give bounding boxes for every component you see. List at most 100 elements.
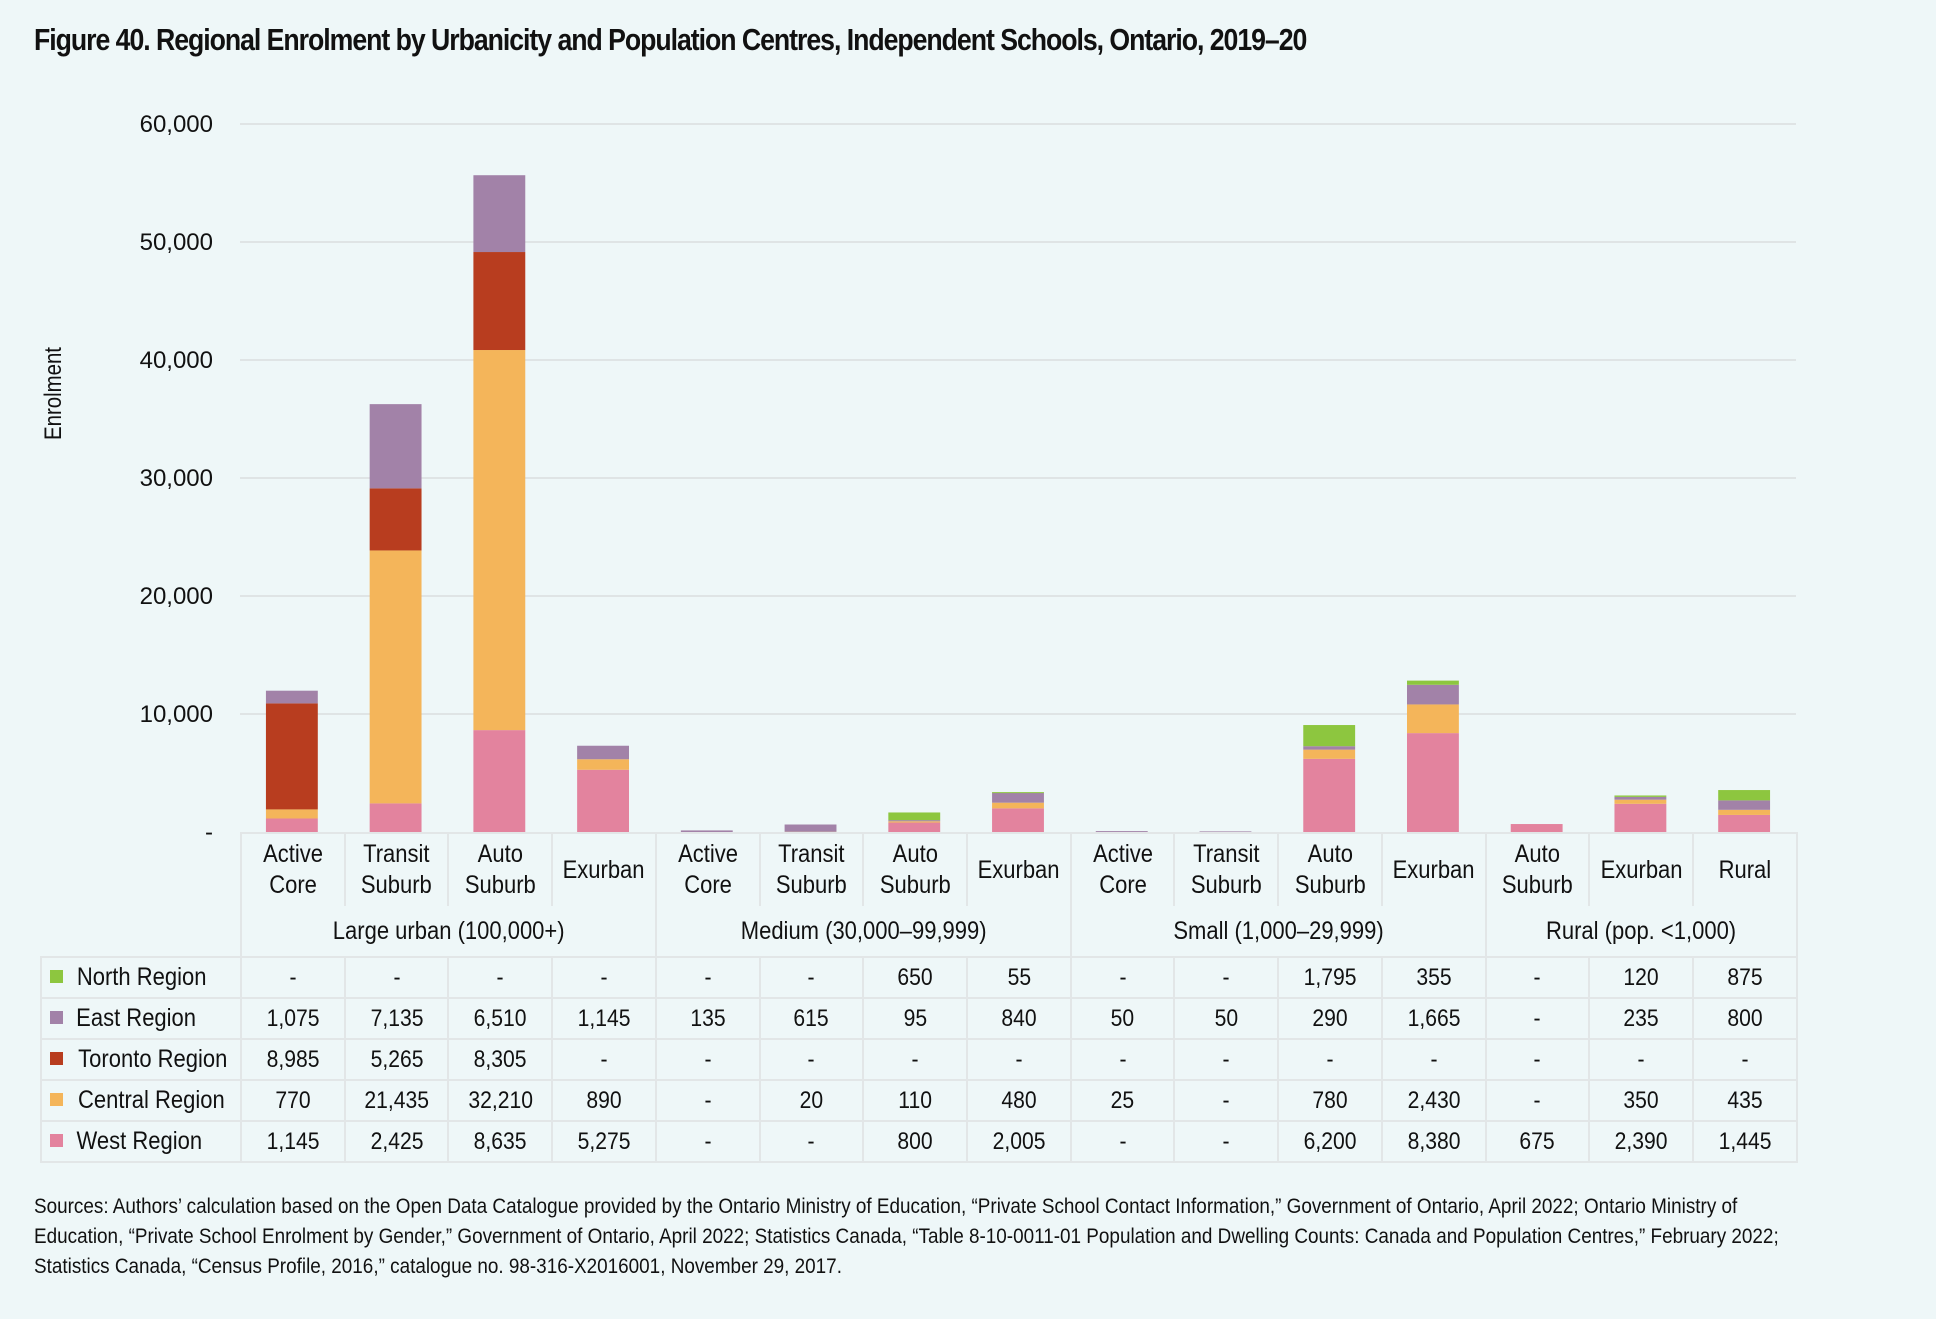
data-label: 8,305 xyxy=(447,1038,554,1081)
bar-segment-west-region xyxy=(1614,803,1667,832)
table-row: East Region 1,075 7,135 6,510 1,145 135 615 95 8… xyxy=(40,997,1798,1040)
bar-segment-west-region xyxy=(992,808,1044,832)
plot-area: - 10,000 20,000 30,000 40,000 50,000 60,000 xyxy=(140,111,1796,840)
legend-entry: East Region xyxy=(40,997,242,1040)
data-label: 2,430 xyxy=(1380,1079,1487,1122)
x-category-label: Auto Suburb xyxy=(1277,832,1383,906)
bar-segment-central-region xyxy=(473,350,526,731)
data-label: - xyxy=(862,1038,969,1081)
bar-segment-west-region xyxy=(369,803,422,832)
data-label: 800 xyxy=(1692,997,1798,1040)
data-label: 1,795 xyxy=(1277,956,1383,999)
bar-segment-central-region xyxy=(1718,809,1771,815)
bar-segment-east-region xyxy=(265,690,318,704)
table-corner xyxy=(41,906,242,957)
bar-segment-east-region xyxy=(992,792,1044,803)
data-label: 290 xyxy=(1277,997,1383,1040)
legend-label: North Region xyxy=(76,963,207,991)
data-label: 2,005 xyxy=(966,1120,1072,1163)
x-category-label: Active Core xyxy=(1069,832,1176,906)
bar-segment-west-region xyxy=(1303,758,1356,832)
data-label: 780 xyxy=(1277,1079,1383,1122)
bar-segment-east-region xyxy=(784,824,837,832)
data-label: 8,985 xyxy=(240,1038,346,1081)
bar-segment-east-region xyxy=(680,830,733,832)
data-label: 1,145 xyxy=(551,997,657,1040)
y-tick-label: 40,000 xyxy=(140,347,213,374)
data-label: 1,075 xyxy=(240,997,346,1040)
x-category-label: Auto Suburb xyxy=(1484,832,1591,906)
bars xyxy=(265,175,1771,833)
legend-swatch xyxy=(50,1051,63,1065)
data-label: 20 xyxy=(758,1079,865,1122)
bar-segment-north-region xyxy=(888,812,941,821)
data-label: 1,145 xyxy=(240,1120,346,1163)
data-label: - xyxy=(447,956,554,999)
data-label: 6,200 xyxy=(1277,1120,1383,1163)
y-axis-ticks: - 10,000 20,000 30,000 40,000 50,000 60,000 xyxy=(140,111,213,840)
x-category-label: Active Core xyxy=(240,832,346,906)
x-category-label: Transit Suburb xyxy=(343,832,450,906)
data-label: 8,380 xyxy=(1380,1120,1487,1163)
data-label: - xyxy=(240,956,346,999)
data-label: 110 xyxy=(862,1079,969,1122)
bar-segment-east-region xyxy=(1095,831,1148,833)
data-label: 7,135 xyxy=(343,997,450,1040)
x-category-label: Auto Suburb xyxy=(862,832,969,906)
table-row: West Region 1,145 2,425 8,635 5,275- -800 2,00… xyxy=(40,1120,1798,1163)
x-group-label: Medium (30,000–99,999) xyxy=(654,906,1072,958)
bar-segment-central-region xyxy=(265,809,318,819)
data-label: 235 xyxy=(1588,997,1695,1040)
bar-segment-east-region xyxy=(473,175,526,253)
table-row: North Region - - - - - -650 55- -1,795 355-120 875 xyxy=(40,956,1798,999)
data-table: Active Core Transit Suburb Auto Suburb Exurban… xyxy=(40,832,1798,1163)
chart-title: Figure 40. Regional Enrolment by Urbanic… xyxy=(34,22,1307,57)
data-label: 135 xyxy=(654,997,761,1040)
data-label: 55 xyxy=(966,956,1072,999)
data-label: 350 xyxy=(1588,1079,1695,1122)
bar-segment-east-region xyxy=(888,820,941,822)
data-label: - xyxy=(1692,1038,1798,1081)
bar-segment-north-region xyxy=(1614,795,1667,797)
bar-segment-east-region xyxy=(577,745,629,760)
data-label: - xyxy=(1277,1038,1383,1081)
data-label: 890 xyxy=(551,1079,657,1122)
bar-segment-west-region xyxy=(888,822,941,832)
bar-segment-central-region xyxy=(888,821,941,823)
y-tick-label: 60,000 xyxy=(140,111,213,138)
data-label: - xyxy=(654,1079,761,1122)
bar-segment-east-region xyxy=(1303,746,1356,750)
x-category-label: Rural xyxy=(1692,832,1798,906)
data-label: - xyxy=(758,1120,865,1163)
table-corner xyxy=(41,833,242,906)
data-label: 840 xyxy=(966,997,1072,1040)
bar-segment-toronto-region xyxy=(265,703,318,810)
bar-segment-west-region xyxy=(265,818,318,832)
data-label: - xyxy=(551,956,657,999)
data-label: 1,445 xyxy=(1692,1120,1798,1163)
bar-segment-central-region xyxy=(369,550,422,804)
data-label: 6,510 xyxy=(447,997,554,1040)
bar-segment-west-region xyxy=(1510,824,1563,832)
legend-label: East Region xyxy=(76,1004,197,1032)
x-group-label: Small (1,000–29,999) xyxy=(1069,906,1487,958)
bar-segment-east-region xyxy=(1718,800,1771,810)
legend-label: Toronto Region xyxy=(78,1045,228,1073)
data-label: 2,390 xyxy=(1588,1120,1695,1163)
table-row: Central Region 770 21,435 32,210 890-20 110 48… xyxy=(40,1079,1798,1122)
legend-entry: Toronto Region xyxy=(40,1038,242,1081)
data-label: - xyxy=(758,956,865,999)
data-label: - xyxy=(1173,1120,1280,1163)
bar-segment-west-region xyxy=(473,730,526,832)
data-label: - xyxy=(654,1120,761,1163)
y-tick-label: - xyxy=(205,819,213,840)
bar-segment-east-region xyxy=(1199,831,1252,833)
data-label: - xyxy=(343,956,450,999)
data-label: 650 xyxy=(862,956,969,999)
data-label: 800 xyxy=(862,1120,969,1163)
data-label: 95 xyxy=(862,997,969,1040)
table-row: Toronto Region 8,985 5,265 8,305- - - - - - - - - - -… xyxy=(40,1038,1798,1081)
y-tick-label: 20,000 xyxy=(140,583,213,610)
data-label: - xyxy=(1588,1038,1695,1081)
bar-segment-east-region xyxy=(1614,796,1667,800)
